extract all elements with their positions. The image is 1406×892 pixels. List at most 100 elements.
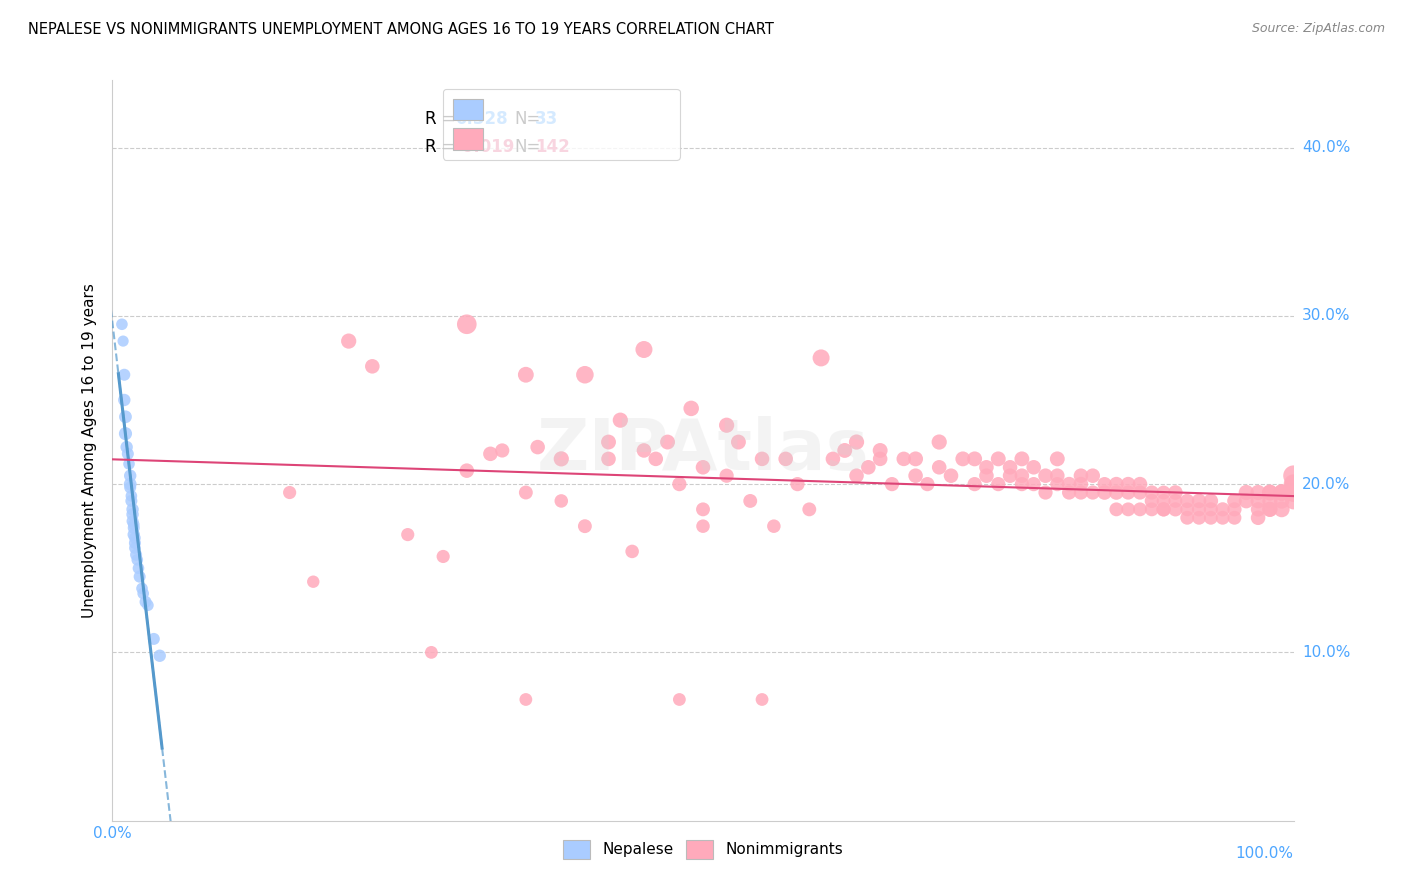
Point — [112, 392, 135, 407]
Point — [716, 468, 738, 483]
Point — [1282, 477, 1305, 491]
Text: R =: R = — [426, 110, 456, 128]
Point — [122, 527, 145, 541]
Point — [1258, 502, 1281, 516]
Point — [845, 435, 868, 450]
Point — [633, 343, 655, 357]
Point — [120, 468, 142, 483]
Point — [1011, 477, 1033, 491]
Point — [821, 451, 844, 466]
Point — [550, 451, 572, 466]
Point — [1105, 477, 1128, 491]
Point — [786, 477, 808, 491]
Point — [112, 334, 135, 348]
Point — [1271, 494, 1294, 508]
Point — [128, 569, 150, 583]
Point — [727, 435, 749, 450]
Point — [1282, 485, 1305, 500]
Point — [1188, 494, 1211, 508]
Point — [302, 574, 325, 589]
Point — [1057, 477, 1080, 491]
Point — [1105, 502, 1128, 516]
Text: 100.0%: 100.0% — [1236, 846, 1294, 861]
Point — [751, 692, 773, 706]
Point — [1081, 485, 1104, 500]
Point — [1223, 510, 1246, 524]
Point — [1140, 485, 1163, 500]
Point — [963, 477, 986, 491]
Point — [904, 451, 927, 466]
Point — [1234, 494, 1257, 508]
Point — [337, 334, 360, 348]
Point — [917, 477, 939, 491]
Point — [574, 519, 596, 533]
Point — [716, 418, 738, 433]
Point — [644, 451, 666, 466]
Point — [491, 443, 513, 458]
Point — [1247, 510, 1270, 524]
Point — [1175, 510, 1198, 524]
Point — [1035, 485, 1057, 500]
Point — [1140, 494, 1163, 508]
Point — [420, 645, 443, 659]
Point — [1188, 510, 1211, 524]
Point — [904, 468, 927, 483]
Point — [1153, 502, 1175, 516]
Point — [142, 632, 165, 646]
Point — [657, 435, 679, 450]
Point — [692, 502, 714, 516]
Point — [120, 480, 142, 494]
Point — [125, 548, 148, 562]
Point — [121, 514, 143, 528]
Point — [115, 440, 138, 454]
Point — [1046, 468, 1069, 483]
Point — [1094, 477, 1116, 491]
Point — [1271, 502, 1294, 516]
Point — [1258, 502, 1281, 516]
Point — [114, 409, 136, 424]
Point — [1234, 485, 1257, 500]
Point — [1282, 468, 1305, 483]
Point — [574, 368, 596, 382]
Point — [692, 519, 714, 533]
Point — [1247, 502, 1270, 516]
Point — [1247, 494, 1270, 508]
Point — [1140, 502, 1163, 516]
Point — [976, 468, 998, 483]
Point — [120, 494, 142, 508]
Point — [1116, 485, 1139, 500]
Point — [112, 368, 135, 382]
Text: 40.0%: 40.0% — [1302, 140, 1350, 155]
Point — [118, 457, 141, 471]
Point — [278, 485, 301, 500]
Point — [1282, 485, 1305, 500]
Point — [1282, 477, 1305, 491]
Point — [122, 521, 145, 535]
Point — [124, 541, 146, 555]
Point — [1129, 502, 1152, 516]
Text: 142: 142 — [536, 138, 569, 156]
Y-axis label: Unemployment Among Ages 16 to 19 years: Unemployment Among Ages 16 to 19 years — [82, 283, 97, 618]
Point — [1022, 460, 1045, 475]
Point — [135, 595, 157, 609]
Point — [869, 451, 891, 466]
Point — [1247, 485, 1270, 500]
Point — [692, 460, 714, 475]
Point — [515, 692, 537, 706]
Point — [1070, 468, 1092, 483]
Point — [124, 531, 146, 545]
Text: R =: R = — [426, 138, 456, 156]
Point — [1188, 502, 1211, 516]
Text: 30.0%: 30.0% — [1302, 309, 1350, 323]
Point — [598, 451, 620, 466]
Point — [1271, 485, 1294, 500]
Point — [1011, 451, 1033, 466]
Point — [1046, 477, 1069, 491]
Point — [1105, 485, 1128, 500]
Point — [136, 599, 159, 613]
Point — [131, 582, 153, 596]
Point — [1212, 510, 1234, 524]
Point — [1271, 485, 1294, 500]
Point — [740, 494, 762, 508]
Point — [432, 549, 454, 564]
